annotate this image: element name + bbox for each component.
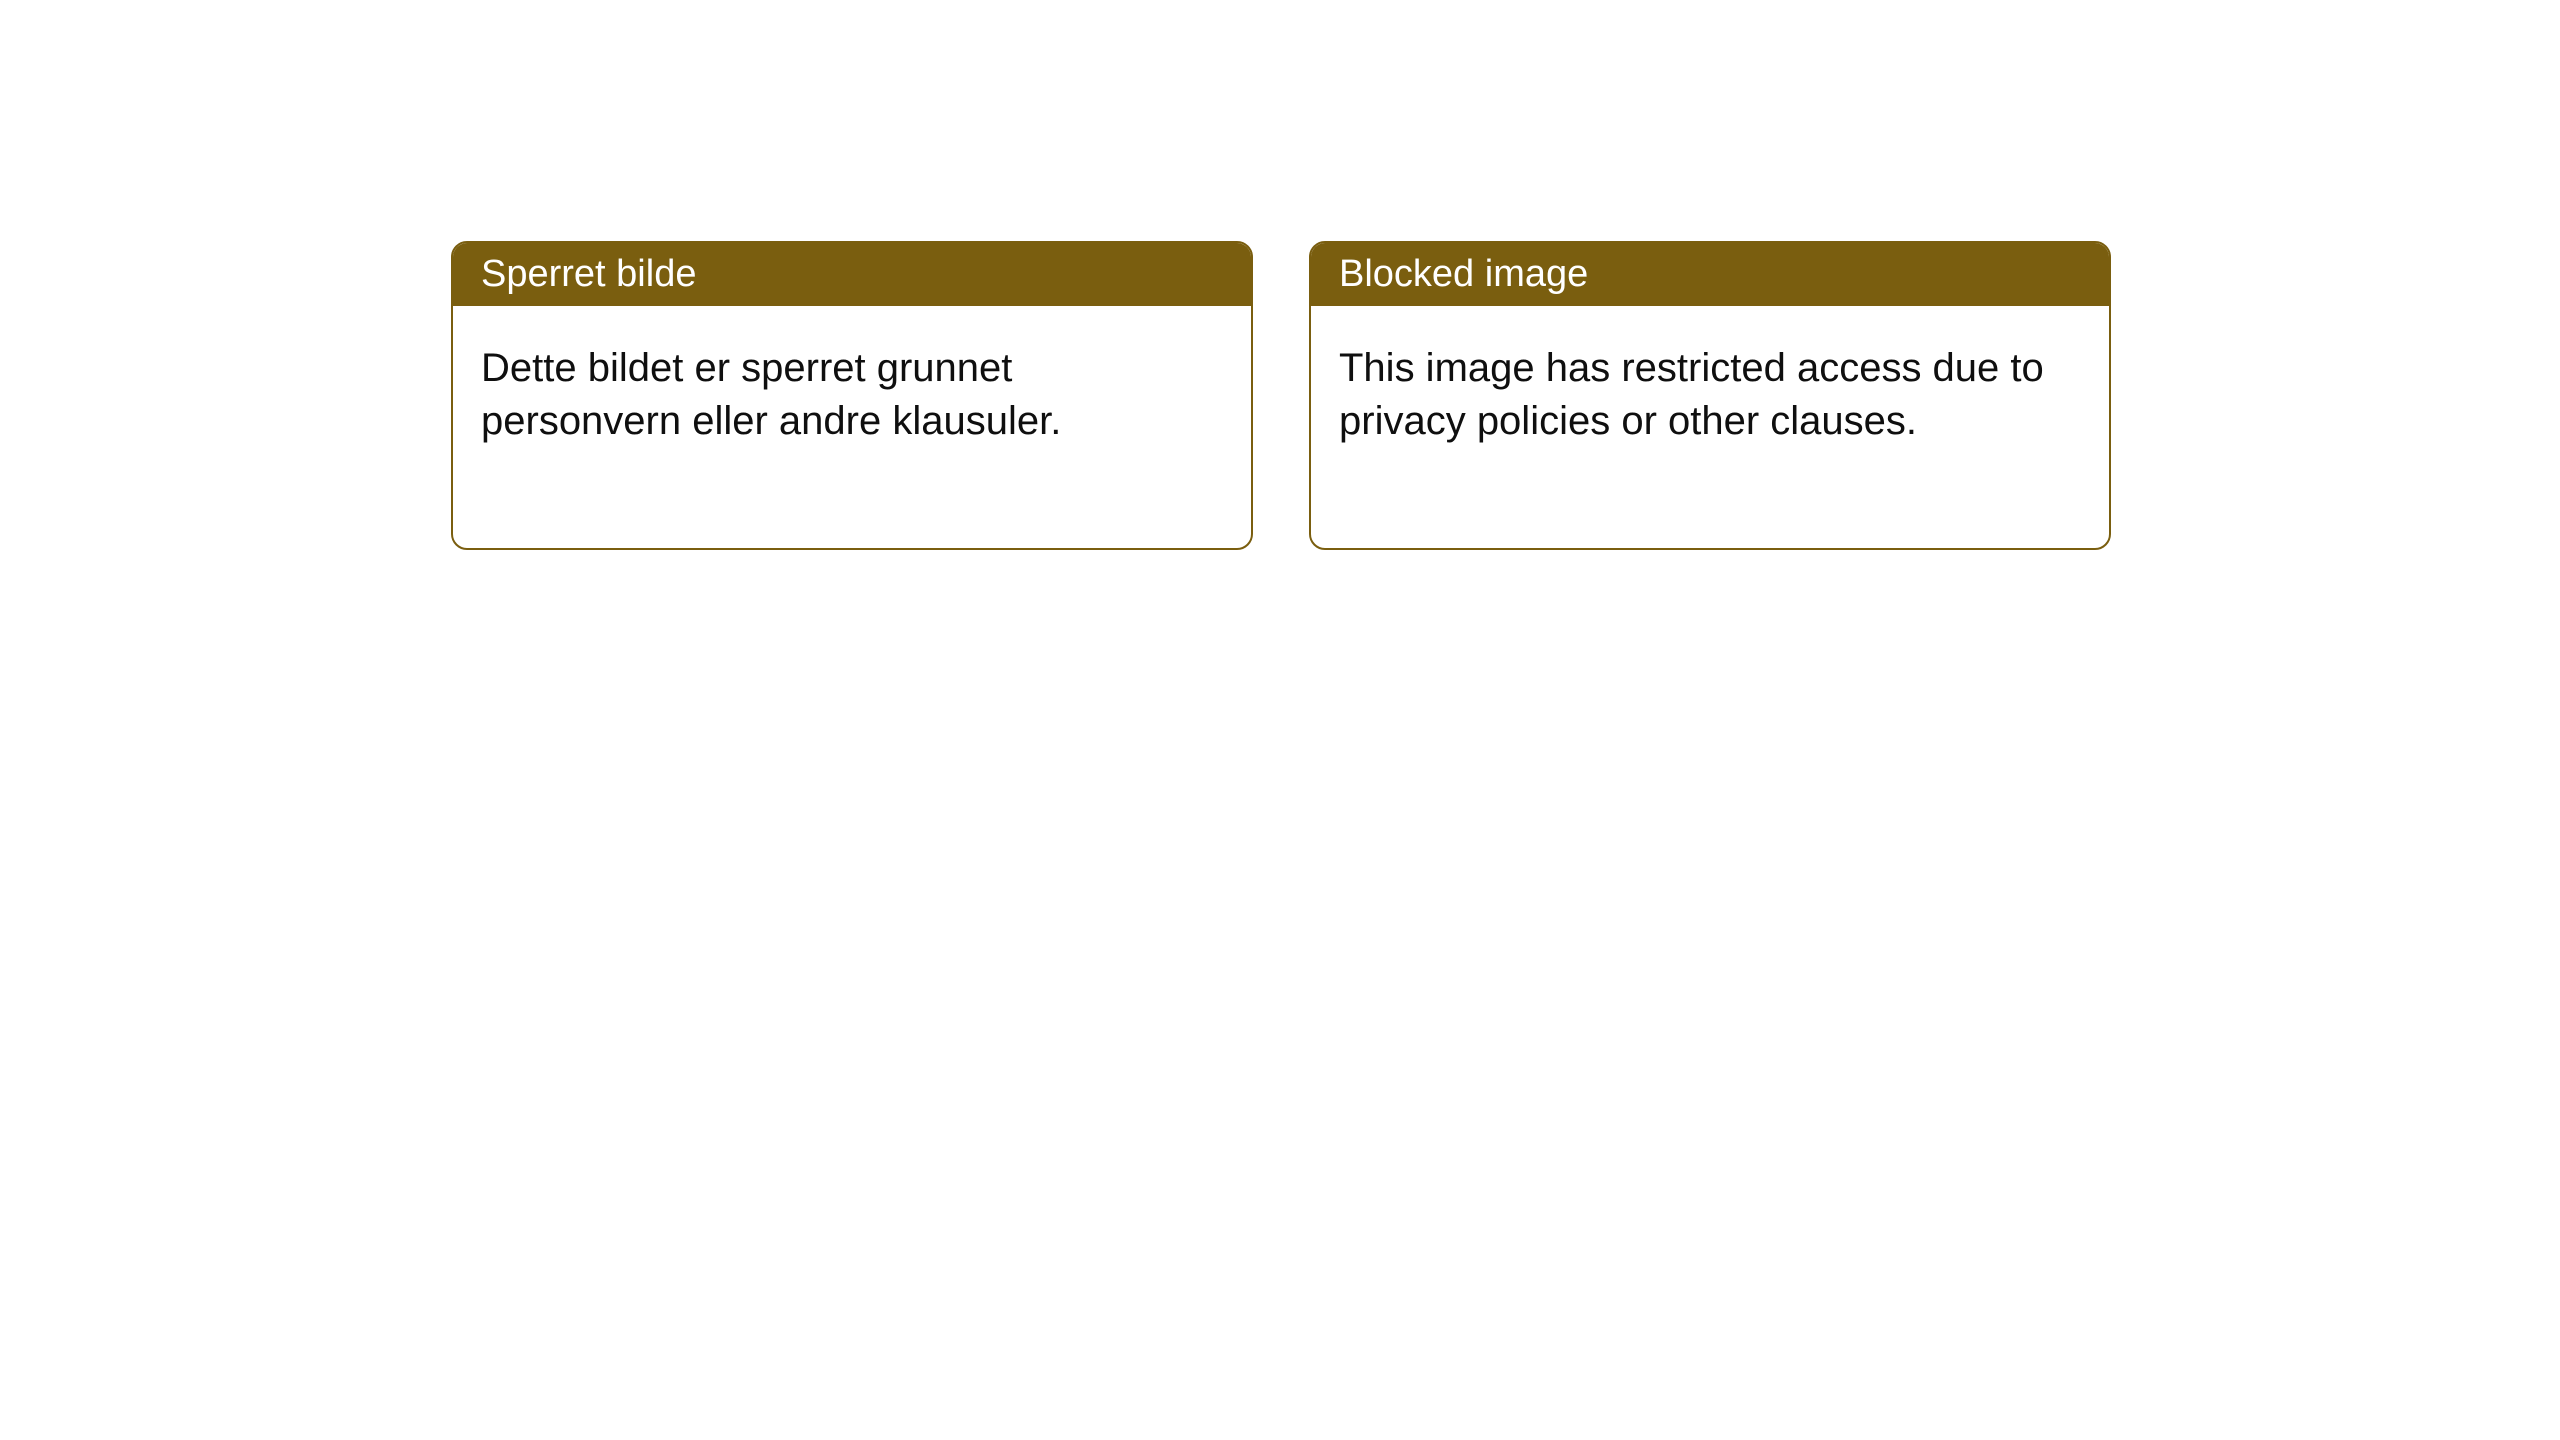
notice-container: Sperret bilde Dette bildet er sperret gr… <box>451 241 2111 550</box>
notice-body-no: Dette bildet er sperret grunnet personve… <box>453 306 1251 548</box>
notice-card-no: Sperret bilde Dette bildet er sperret gr… <box>451 241 1253 550</box>
notice-title-en: Blocked image <box>1311 243 2109 306</box>
notice-body-en: This image has restricted access due to … <box>1311 306 2109 548</box>
notice-title-no: Sperret bilde <box>453 243 1251 306</box>
notice-card-en: Blocked image This image has restricted … <box>1309 241 2111 550</box>
